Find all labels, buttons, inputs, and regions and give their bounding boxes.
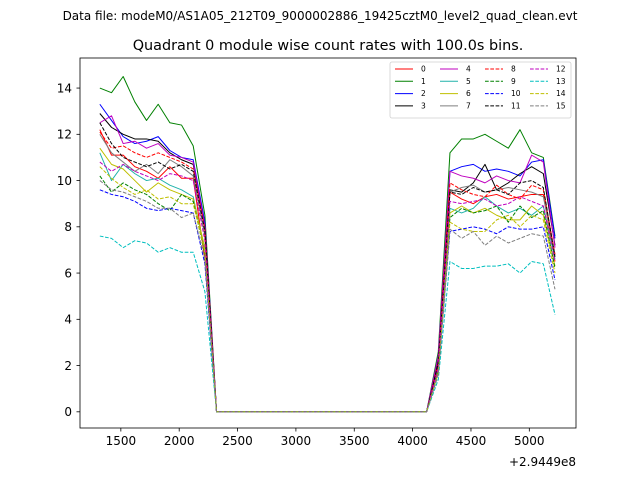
x-tick-label: 2000 bbox=[164, 434, 195, 448]
plot-area: 1500 2000 2500 3000 3500 4000 4500 5000 0246810… bbox=[57, 57, 577, 469]
axes-frame bbox=[79, 57, 577, 429]
legend-label-10: 10 bbox=[511, 89, 521, 98]
x-axis-ticks: 1500 2000 2500 3000 3500 4000 4500 5000 bbox=[106, 428, 545, 448]
y-tick-label: 0 bbox=[64, 405, 72, 419]
legend-label-2: 2 bbox=[421, 89, 426, 98]
x-tick-label: 5000 bbox=[514, 434, 545, 448]
x-tick-label: 3500 bbox=[339, 434, 370, 448]
x-tick-label: 2500 bbox=[222, 434, 253, 448]
x-tick-label: 1500 bbox=[106, 434, 137, 448]
series-line-15 bbox=[99, 180, 556, 413]
legend-label-0: 0 bbox=[421, 65, 426, 74]
y-tick-label: 2 bbox=[64, 359, 72, 373]
y-tick-label: 8 bbox=[64, 220, 72, 234]
legend-label-12: 12 bbox=[556, 65, 566, 74]
legend-label-11: 11 bbox=[511, 102, 521, 111]
legend-label-14: 14 bbox=[556, 89, 566, 98]
legend-label-1: 1 bbox=[421, 77, 426, 86]
y-axis-ticks: 0 2 4 6 8 10 12 14 bbox=[57, 81, 80, 419]
y-tick-label: 10 bbox=[57, 174, 72, 188]
legend-label-6: 6 bbox=[466, 89, 471, 98]
legend-label-9: 9 bbox=[511, 77, 516, 86]
x-tick-label: 3000 bbox=[281, 434, 312, 448]
y-tick-label: 6 bbox=[64, 266, 72, 280]
y-tick-label: 4 bbox=[64, 313, 72, 327]
series-layer bbox=[99, 76, 556, 413]
y-tick-label: 14 bbox=[57, 81, 72, 95]
x-tick-label: 4500 bbox=[456, 434, 487, 448]
chart-title: Quadrant 0 module wise count rates with … bbox=[133, 38, 524, 54]
y-tick-label: 12 bbox=[57, 128, 72, 142]
legend-box bbox=[389, 61, 572, 119]
legend-label-8: 8 bbox=[511, 65, 516, 74]
legend-label-4: 4 bbox=[466, 65, 471, 74]
legend-label-7: 7 bbox=[466, 102, 471, 111]
legend-label-5: 5 bbox=[466, 77, 471, 86]
figure-suptitle: Data file: modeM0/AS1A05_212T09_90000028… bbox=[63, 9, 578, 23]
legend-label-3: 3 bbox=[421, 102, 426, 111]
legend-label-13: 13 bbox=[556, 77, 566, 86]
axes-background bbox=[80, 58, 576, 428]
legend-label-15: 15 bbox=[556, 102, 566, 111]
x-axis-offset-label: +2.9449e8 bbox=[509, 455, 576, 469]
x-tick-label: 4000 bbox=[397, 434, 428, 448]
